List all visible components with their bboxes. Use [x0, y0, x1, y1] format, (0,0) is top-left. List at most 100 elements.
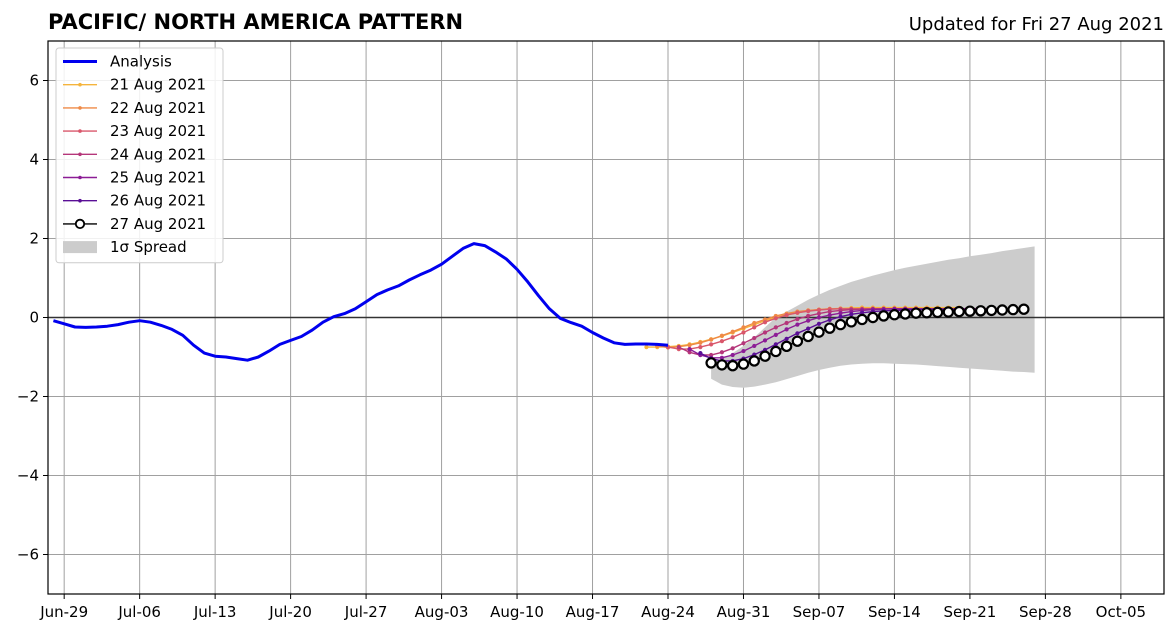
forecast-point [791, 335, 804, 347]
forecast-point [730, 352, 735, 358]
forecast-point [921, 307, 933, 319]
x-tick-label: Sep-07 [793, 603, 846, 621]
forecast-point [795, 331, 800, 336]
forecast-point [816, 315, 822, 320]
legend-label: 23 Aug 2021 [110, 122, 206, 140]
legend-marker [74, 218, 86, 229]
legend-label: 21 Aug 2021 [110, 76, 206, 94]
analysis-line [52, 242, 669, 362]
x-tick-label: Sep-21 [944, 603, 997, 621]
forecast-point [752, 320, 757, 326]
forecast-point [996, 304, 1008, 316]
forecast-point [813, 326, 825, 338]
legend-marker [78, 129, 82, 133]
forecast-point [719, 333, 725, 338]
forecast-point [849, 312, 854, 317]
legend-entry: 25 Aug 2021 [63, 169, 206, 187]
legend-entry: 1σ Spread [63, 238, 187, 256]
forecast-point [931, 306, 944, 319]
forecast-point [773, 316, 778, 321]
forecast-point [834, 318, 847, 331]
forecast-point [806, 309, 811, 314]
forecast-point [910, 307, 922, 319]
x-tick-label: Aug-31 [717, 603, 771, 621]
forecast-point [838, 314, 843, 319]
forecast-point [816, 311, 822, 316]
forecast-point [827, 309, 832, 314]
legend-label: 1σ Spread [110, 238, 187, 256]
forecast-point [784, 320, 789, 326]
x-tick-label: Oct-05 [1096, 603, 1146, 621]
forecast-point [827, 317, 832, 322]
y-tick-label: −6 [17, 546, 39, 564]
forecast-point [687, 347, 692, 352]
legend-swatch [63, 241, 97, 254]
forecast-point [795, 310, 800, 315]
legend-entry: 24 Aug 2021 [63, 145, 206, 163]
forecast-point [985, 304, 998, 317]
forecast-point [856, 313, 868, 326]
legend: Analysis 21 Aug 2021 22 Aug 2021 23 Aug 202… [55, 47, 224, 264]
forecast-point [784, 313, 789, 318]
forecast-point [806, 326, 811, 331]
legend-label: 27 Aug 2021 [110, 215, 206, 233]
forecast-point [824, 322, 836, 334]
legend-marker [78, 152, 82, 157]
updated-label: Updated for Fri 27 Aug 2021 [909, 14, 1164, 35]
forecast-point [802, 330, 814, 343]
legend-label: 26 Aug 2021 [110, 192, 206, 210]
legend-marker [78, 82, 82, 87]
x-tick-label: Aug-24 [641, 603, 695, 621]
forecast-point [741, 330, 746, 335]
forecast-point [741, 348, 746, 354]
forecast-point [806, 318, 811, 323]
forecast-point [867, 311, 879, 324]
forecast-point [752, 343, 757, 349]
legend-label: 25 Aug 2021 [110, 169, 206, 187]
forecast-point [741, 325, 746, 330]
forecast-point [974, 305, 987, 317]
forecast-point [773, 342, 778, 347]
forecast-point [845, 316, 858, 328]
y-tick-label: 4 [29, 151, 39, 169]
x-tick-label: Sep-28 [1019, 603, 1072, 621]
forecast-point [784, 336, 789, 341]
forecast-point [827, 313, 832, 318]
y-tick-label: 0 [29, 309, 39, 327]
forecast-point [709, 337, 714, 342]
forecast-point [741, 341, 746, 346]
forecast-point [687, 343, 692, 348]
forecast-point [752, 335, 757, 341]
y-tick-label: −2 [17, 388, 39, 406]
forecast-point [773, 332, 778, 337]
y-tick-label: 6 [29, 72, 39, 90]
x-axis: Jun-29 Jul-06 Jul-13 Jul-20 Jul-27 Aug-03 Aug-… [39, 594, 1146, 621]
x-tick-label: Jun-29 [39, 603, 88, 621]
forecast-point [816, 321, 822, 326]
forecast-point [644, 345, 649, 350]
forecast-point [759, 350, 771, 362]
y-axis: −6 −4 −2 0 2 4 6 [17, 72, 48, 564]
x-tick-label: Jul-20 [268, 603, 312, 621]
forecast-point [698, 350, 703, 356]
forecast-point [737, 358, 750, 370]
forecast-point [762, 338, 768, 343]
forecast-point [964, 305, 976, 317]
x-tick-label: Jul-27 [344, 603, 388, 621]
x-tick-label: Aug-17 [566, 603, 620, 621]
forecast-point [730, 346, 735, 351]
x-tick-label: Jul-13 [193, 603, 237, 621]
series-layer [52, 242, 1030, 372]
forecast-point [748, 355, 760, 367]
forecast-point [719, 339, 725, 344]
forecast-point [762, 330, 768, 335]
legend-entry: 23 Aug 2021 [63, 122, 206, 140]
forecast-point [899, 308, 911, 320]
legend-entry: 21 Aug 2021 [63, 76, 206, 94]
x-tick-label: Sep-14 [868, 603, 921, 621]
forecast-point [730, 329, 735, 334]
forecast-point [1018, 303, 1030, 315]
forecast-point [806, 313, 811, 319]
legend-label: 24 Aug 2021 [110, 145, 206, 163]
